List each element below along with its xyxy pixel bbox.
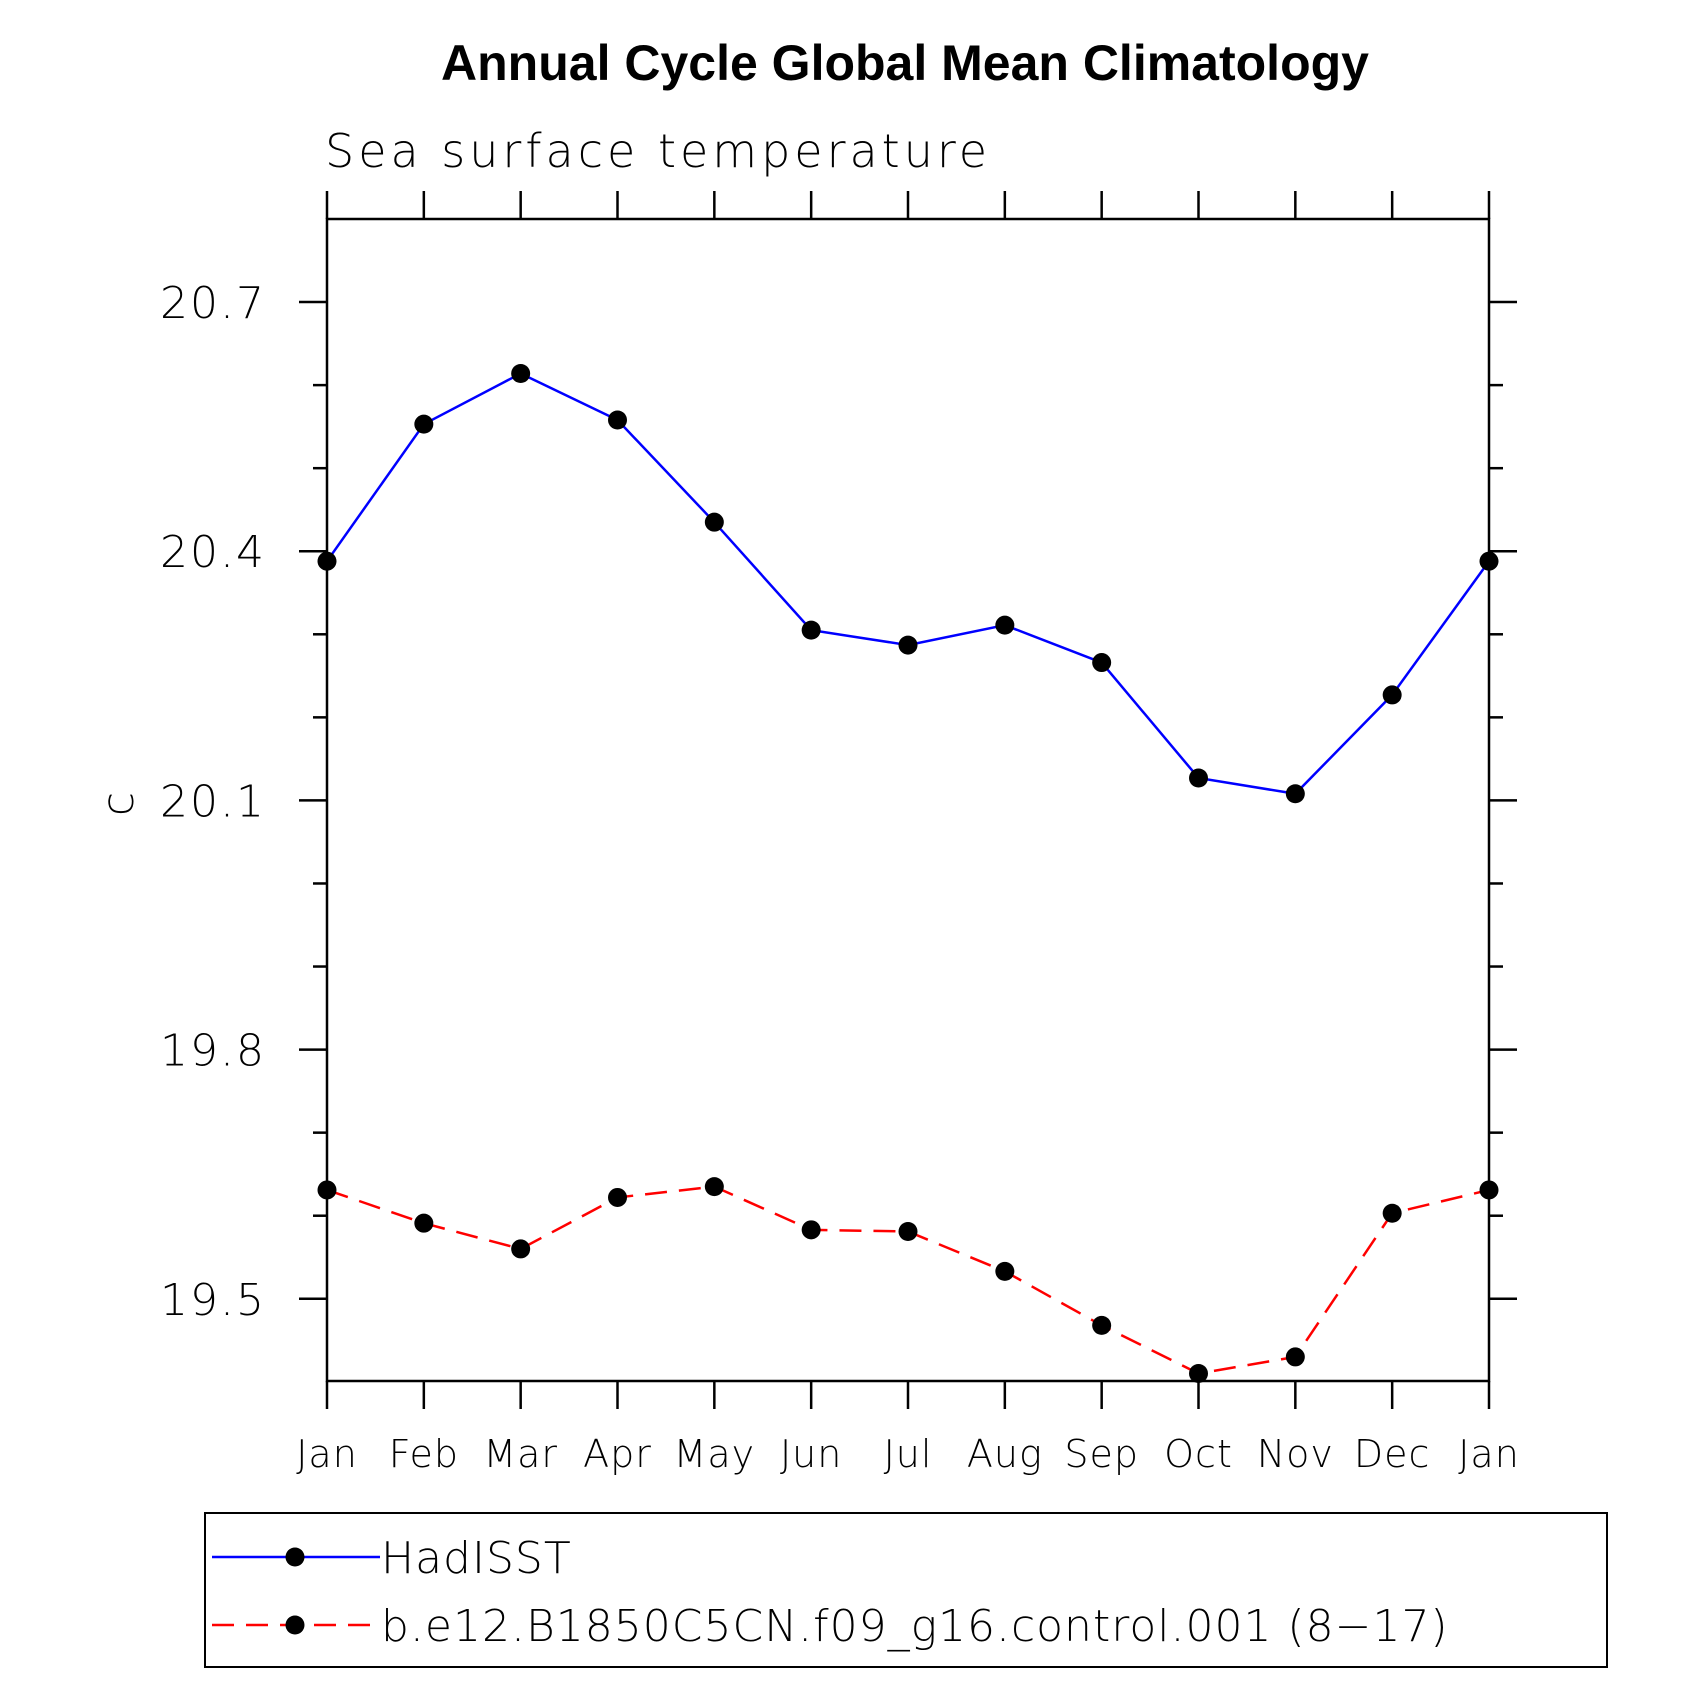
data-point bbox=[1479, 1180, 1499, 1200]
data-point bbox=[1092, 1315, 1112, 1335]
data-point bbox=[801, 620, 821, 640]
data-point bbox=[1189, 768, 1208, 788]
data-point bbox=[898, 1221, 918, 1241]
series-line bbox=[325, 372, 1491, 796]
data-point bbox=[1479, 551, 1499, 571]
x-tick-label: Jul bbox=[884, 1432, 933, 1476]
legend-marker-2 bbox=[285, 1615, 305, 1635]
axes: Jan Feb Mar Apr May Jun Jul Aug Sep Oct Nov Dec Jan 1… bbox=[160, 191, 1520, 1476]
chart-subtitle: Sea surface temperature bbox=[325, 124, 991, 178]
data-point bbox=[1382, 685, 1402, 705]
data-point bbox=[317, 1180, 337, 1200]
y-tick-label: 20.1 bbox=[160, 776, 266, 827]
data-point bbox=[414, 414, 434, 434]
data-point bbox=[1189, 1364, 1208, 1384]
x-tick-label: Oct bbox=[1164, 1432, 1233, 1476]
x-tick-label: Aug bbox=[967, 1432, 1043, 1476]
x-tick-label: Mar bbox=[483, 1432, 558, 1476]
y-tick-label: 19.5 bbox=[160, 1275, 266, 1326]
data-point bbox=[511, 1239, 531, 1259]
x-tick-label: Feb bbox=[389, 1432, 459, 1476]
legend-box bbox=[204, 1512, 1608, 1668]
series-line bbox=[326, 1185, 1490, 1375]
plot-frame bbox=[325, 217, 1491, 1383]
data-point bbox=[1382, 1203, 1402, 1223]
data-point bbox=[414, 1213, 434, 1233]
y-tick-label: 19.8 bbox=[160, 1026, 266, 1077]
x-tick-label: May bbox=[674, 1432, 756, 1476]
data-point bbox=[1285, 784, 1305, 804]
chart-title: Annual Cycle Global Mean Climatology bbox=[441, 35, 1369, 91]
data-point bbox=[511, 363, 531, 383]
x-tick-label: Apr bbox=[583, 1432, 652, 1476]
y-axis-label: c bbox=[93, 792, 144, 816]
data-point bbox=[898, 635, 918, 655]
legend-label-1: HadISST bbox=[381, 1533, 572, 1584]
x-tick-label: Dec bbox=[1354, 1432, 1431, 1476]
x-tick-label: Nov bbox=[1257, 1432, 1334, 1476]
x-tick-label: Jan bbox=[1458, 1432, 1520, 1476]
data-point bbox=[995, 615, 1015, 635]
legend-marker-1 bbox=[285, 1547, 305, 1567]
x-tick-label: Sep bbox=[1064, 1432, 1139, 1476]
data-point bbox=[608, 410, 627, 430]
data-point bbox=[704, 1177, 724, 1197]
y-tick-label: 20.4 bbox=[160, 527, 266, 578]
x-tick-label: Jan bbox=[296, 1432, 358, 1476]
data-point bbox=[317, 551, 337, 571]
series-1 bbox=[317, 363, 1499, 804]
data-point bbox=[704, 512, 724, 532]
data-point bbox=[608, 1187, 627, 1207]
data-point bbox=[801, 1220, 821, 1240]
legend: HadISST b.e12.B1850C5CN.f09_g16.control.0… bbox=[204, 1512, 1608, 1668]
legend-label-2: b.e12.B1850C5CN.f09_g16.control.001 (8−1… bbox=[381, 1601, 1449, 1652]
data-point bbox=[1092, 653, 1112, 673]
series-2 bbox=[317, 1177, 1499, 1384]
data-point bbox=[1285, 1347, 1305, 1367]
y-tick-label: 20.7 bbox=[160, 278, 266, 329]
series-layer bbox=[317, 363, 1499, 1384]
x-tick-label: Jun bbox=[780, 1432, 842, 1476]
data-point bbox=[995, 1261, 1015, 1281]
